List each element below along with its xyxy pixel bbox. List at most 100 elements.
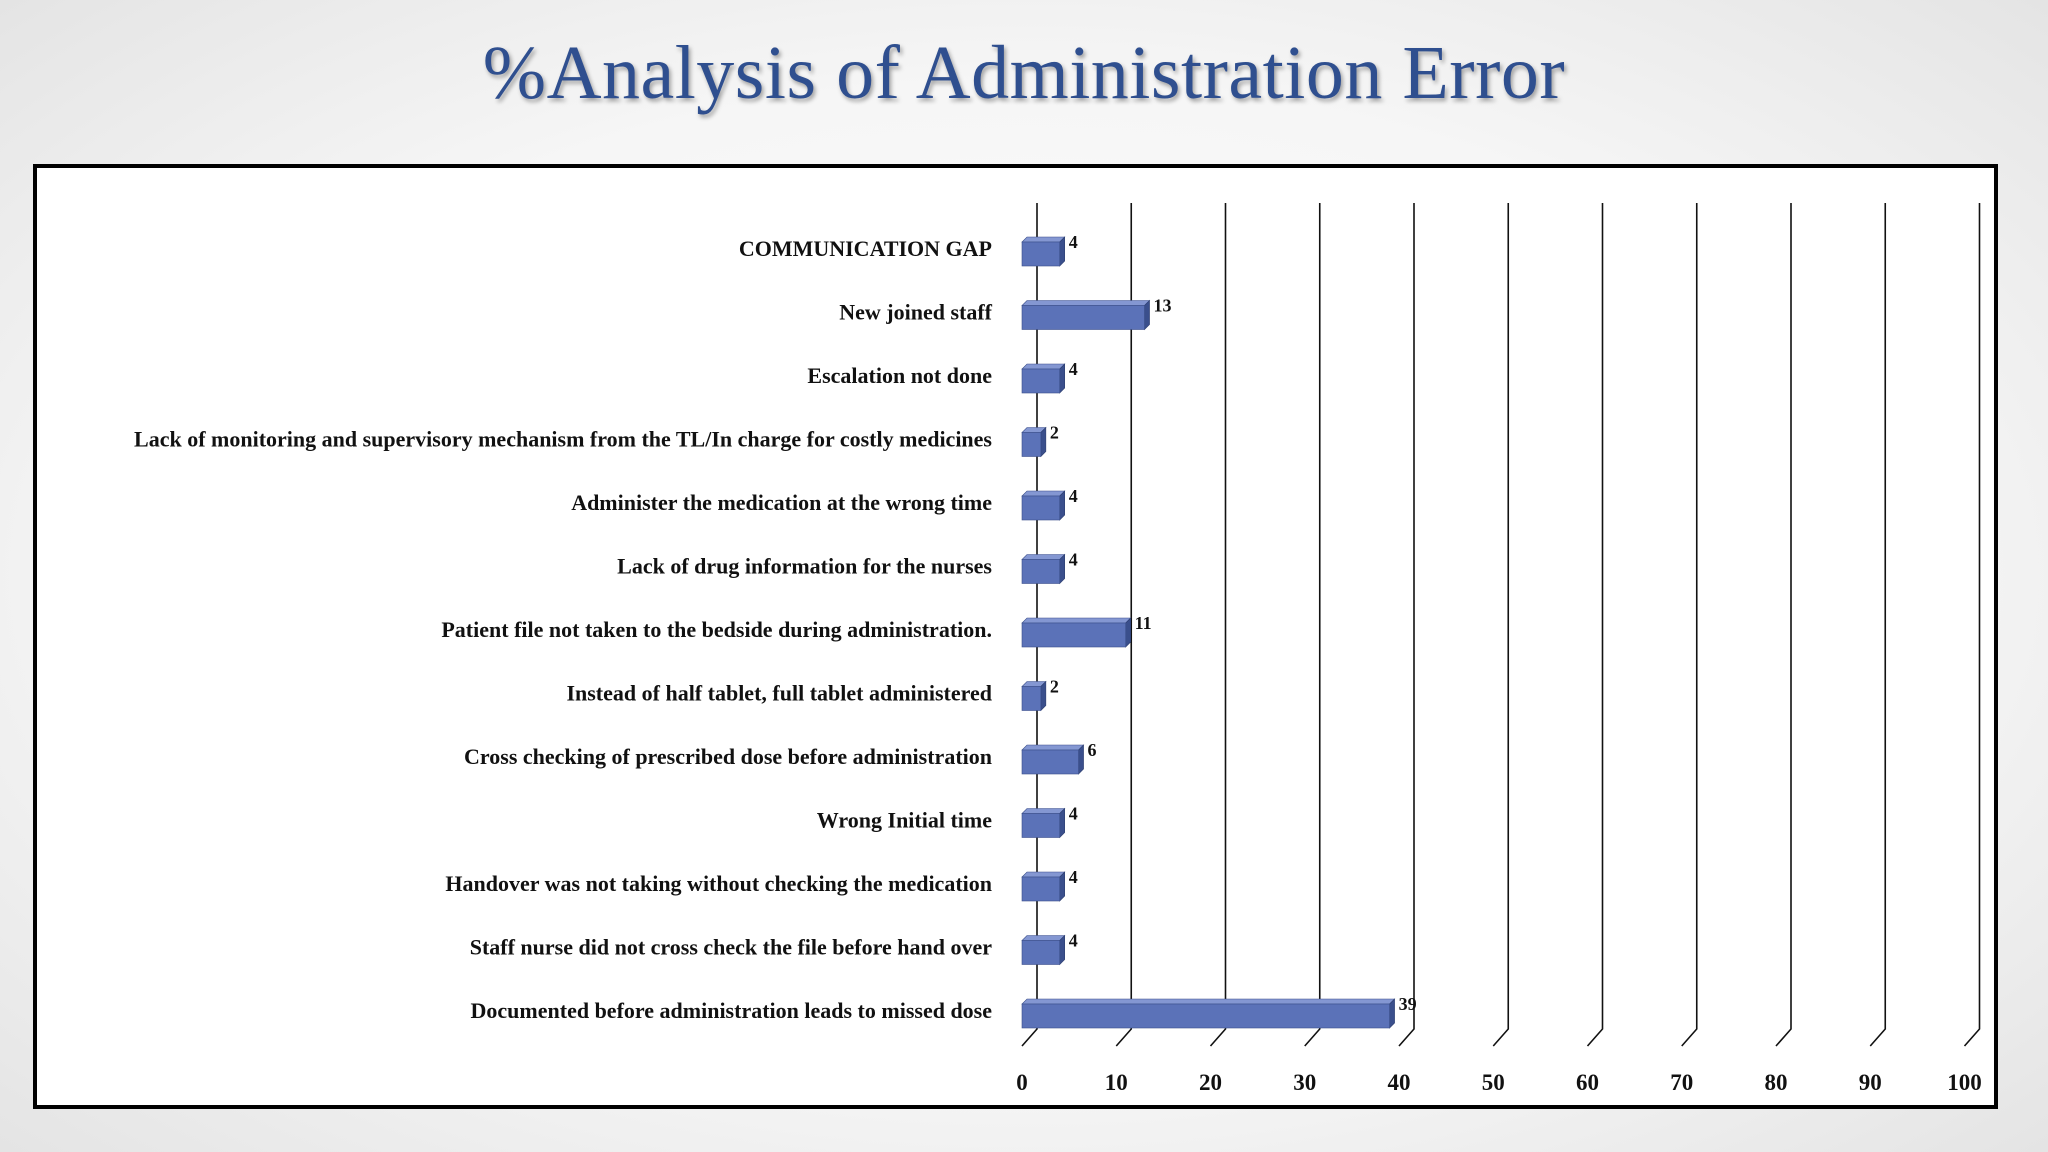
bar-side-face bbox=[1078, 744, 1084, 775]
bar-top-face bbox=[1021, 935, 1066, 941]
bar-top-face bbox=[1021, 490, 1066, 497]
bar-front-face bbox=[1021, 622, 1126, 648]
bar bbox=[1021, 617, 1132, 648]
bar-side-face bbox=[1040, 426, 1047, 458]
data-label: 2 bbox=[1050, 423, 1059, 443]
bar-side-face bbox=[1040, 680, 1047, 712]
category-label: New joined staff bbox=[839, 300, 992, 325]
category-label: Lack of drug information for the nurses bbox=[617, 554, 992, 579]
bar-top-face bbox=[1021, 236, 1066, 243]
data-label: 2 bbox=[1050, 677, 1059, 697]
bar-front-face bbox=[1021, 686, 1042, 711]
data-label: 6 bbox=[1088, 740, 1097, 760]
category-label: Documented before administration leads t… bbox=[471, 998, 993, 1023]
x-tick-label: 0 bbox=[1016, 1070, 1028, 1095]
category-labels: COMMUNICATION GAP New joined staff Escala… bbox=[134, 236, 993, 1023]
data-label: 4 bbox=[1069, 232, 1078, 252]
bar bbox=[1021, 426, 1047, 458]
bar-side-face bbox=[1059, 490, 1065, 521]
bars bbox=[1021, 236, 1396, 1029]
data-label: 11 bbox=[1135, 613, 1152, 633]
slide-title: %Analysis of Administration Error bbox=[482, 31, 1566, 115]
data-label: 13 bbox=[1154, 296, 1172, 316]
bar-front-face bbox=[1021, 305, 1145, 330]
category-label: Staff nurse did not cross check the file… bbox=[470, 935, 993, 960]
bar-top-face bbox=[1021, 300, 1151, 306]
category-label: Cross checking of prescribed dose before… bbox=[464, 744, 992, 769]
data-label: 4 bbox=[1069, 804, 1078, 824]
gridline-20 bbox=[1209, 203, 1227, 1047]
x-tick-label: 30 bbox=[1293, 1070, 1316, 1095]
bar-side-face bbox=[1059, 871, 1065, 902]
category-label: Instead of half tablet, full tablet admi… bbox=[566, 681, 992, 706]
bar bbox=[1021, 998, 1396, 1029]
gridlines bbox=[1021, 203, 1981, 1047]
bar-top-face bbox=[1021, 998, 1396, 1005]
gridline-10 bbox=[1115, 203, 1133, 1047]
bar-front-face bbox=[1021, 876, 1061, 902]
bar bbox=[1021, 744, 1085, 775]
bar bbox=[1021, 236, 1066, 267]
data-labels: 4 13 4 2 4 4 11 2 6 4 4 4 39 bbox=[1050, 232, 1417, 1014]
bar-front-face bbox=[1021, 495, 1061, 521]
gridline-80 bbox=[1775, 203, 1792, 1047]
category-label: COMMUNICATION GAP bbox=[739, 236, 992, 261]
gridline-70 bbox=[1681, 203, 1698, 1047]
bar-side-face bbox=[1144, 299, 1150, 331]
bar-side-face bbox=[1059, 236, 1065, 267]
category-label: Handover was not taking without checking… bbox=[445, 871, 992, 896]
bar-front-face bbox=[1021, 368, 1061, 394]
data-label: 4 bbox=[1069, 359, 1078, 379]
bar-top-face bbox=[1021, 363, 1066, 370]
category-label: Wrong Initial time bbox=[817, 808, 992, 833]
data-label: 4 bbox=[1069, 486, 1078, 506]
bar-top-face bbox=[1021, 744, 1085, 751]
bar-top-face bbox=[1021, 554, 1066, 560]
x-tick-label: 60 bbox=[1576, 1070, 1599, 1095]
bar-side-face bbox=[1059, 934, 1065, 966]
x-tick-label: 10 bbox=[1105, 1070, 1128, 1095]
gridline-50 bbox=[1492, 203, 1510, 1047]
bar bbox=[1021, 807, 1066, 839]
x-tick-label: 20 bbox=[1199, 1070, 1222, 1095]
gridline-60 bbox=[1586, 203, 1604, 1047]
bar bbox=[1021, 363, 1066, 394]
x-tick-label: 90 bbox=[1859, 1070, 1882, 1095]
gridline-0 bbox=[1021, 203, 1038, 1047]
category-label: Patient file not taken to the bedside du… bbox=[441, 617, 992, 642]
x-tick-label: 80 bbox=[1765, 1070, 1788, 1095]
bar-front-face bbox=[1021, 432, 1042, 457]
bar-side-face bbox=[1059, 807, 1065, 839]
bar bbox=[1021, 553, 1066, 585]
bar-side-face bbox=[1125, 617, 1131, 648]
bar-front-face bbox=[1021, 813, 1061, 838]
bar-side-face bbox=[1389, 998, 1395, 1029]
bar-front-face bbox=[1021, 940, 1061, 965]
bar-front-face bbox=[1021, 749, 1079, 775]
bar-front-face bbox=[1021, 1003, 1390, 1029]
category-label: Escalation not done bbox=[807, 363, 992, 388]
category-label: Administer the medication at the wrong t… bbox=[571, 490, 992, 515]
bar bbox=[1021, 299, 1151, 331]
x-tick-label: 50 bbox=[1482, 1070, 1505, 1095]
chart-frame: COMMUNICATION GAP New joined staff Escala… bbox=[33, 164, 1998, 1109]
x-axis-tick-labels: 0 10 20 30 40 50 60 70 80 90 100 bbox=[1016, 1070, 1982, 1095]
gridline-40 bbox=[1398, 203, 1415, 1047]
x-tick-label: 100 bbox=[1947, 1070, 1982, 1095]
bar-front-face bbox=[1021, 559, 1061, 584]
data-label: 4 bbox=[1069, 867, 1078, 887]
bar-top-face bbox=[1021, 617, 1132, 624]
bar-top-face bbox=[1021, 808, 1066, 814]
bar-chart: COMMUNICATION GAP New joined staff Escala… bbox=[134, 203, 1982, 1095]
gridline-100 bbox=[1963, 203, 1981, 1047]
gridline-90 bbox=[1869, 203, 1887, 1047]
bar bbox=[1021, 934, 1066, 966]
bar-side-face bbox=[1059, 553, 1065, 585]
bar-top-face bbox=[1021, 871, 1066, 878]
bar-front-face bbox=[1021, 241, 1061, 267]
x-tick-label: 70 bbox=[1670, 1070, 1693, 1095]
category-label: Lack of monitoring and supervisory mecha… bbox=[134, 427, 992, 452]
bar bbox=[1021, 490, 1066, 521]
bar-side-face bbox=[1059, 363, 1065, 394]
bar bbox=[1021, 680, 1047, 712]
